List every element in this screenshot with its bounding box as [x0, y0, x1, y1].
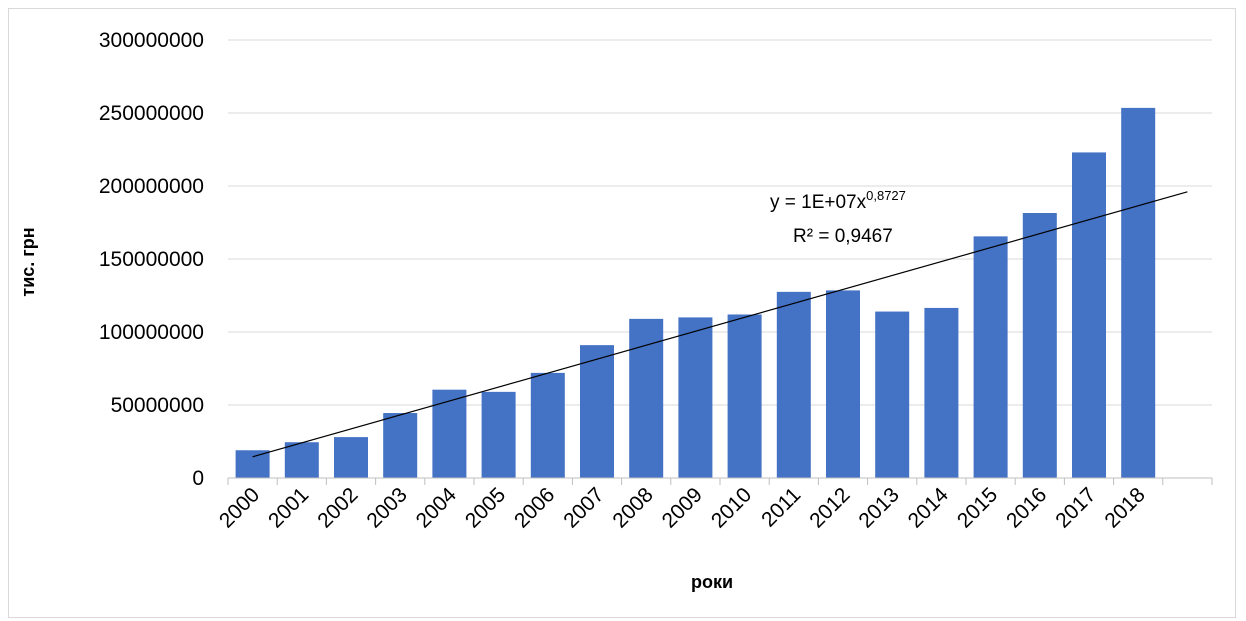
bar-2004: [432, 389, 467, 478]
y-tick-label: 300000000: [99, 29, 204, 52]
x-tick-label: 2012: [805, 483, 854, 532]
y-tick-label: 0: [192, 467, 204, 490]
y-tick-label: 150000000: [99, 248, 204, 271]
bar-2001: [284, 442, 319, 478]
x-tick-label: 2004: [412, 483, 462, 533]
y-tick-label: 200000000: [99, 175, 204, 198]
x-tick-label: 2014: [904, 483, 954, 533]
bar-2002: [334, 437, 368, 478]
x-tick-label: 2013: [854, 483, 903, 532]
bar-2000: [235, 450, 270, 478]
bar-2018: [1121, 107, 1156, 478]
bar-2015: [973, 236, 1008, 478]
bars-group: [235, 107, 1156, 479]
x-tick-label: 2003: [362, 483, 411, 532]
bar-2016: [1022, 213, 1057, 478]
bar-2017: [1072, 152, 1106, 479]
y-axis-title: тис. грн: [18, 227, 38, 296]
y-tick-labels: 0 50000000 100000000 150000000 200000000 2500…: [99, 29, 204, 490]
bar-2005: [481, 391, 516, 478]
bar-2006: [530, 372, 565, 478]
x-tick-label: 2018: [1100, 483, 1149, 532]
bar-2003: [383, 413, 418, 478]
x-axis-title: роки: [691, 572, 733, 592]
bar-2012: [826, 290, 860, 478]
bar-2013: [875, 311, 910, 478]
trendline-r-squared: R² = 0,9467: [793, 226, 893, 247]
x-tick-label: 2011: [757, 483, 805, 531]
bar-2009: [678, 317, 713, 478]
x-tick-label: 2015: [953, 483, 1002, 532]
x-tick-label: 2007: [559, 483, 608, 532]
trendline-equation: y = 1E+07x0,8727: [770, 188, 906, 213]
x-tick-label: 2001: [264, 483, 313, 532]
bar-2008: [629, 318, 664, 478]
y-tick-label: 100000000: [99, 321, 204, 344]
x-tick-label: 2006: [510, 483, 559, 532]
y-tick-label: 50000000: [111, 394, 204, 417]
bar-2010: [727, 314, 762, 478]
x-tick-label: 2009: [658, 483, 707, 532]
x-tick-label: 2008: [608, 483, 657, 532]
bar-2014: [924, 307, 959, 478]
x-tick-label: 2005: [461, 483, 510, 532]
bar-2011: [776, 291, 811, 478]
x-tick-label: 2016: [1002, 483, 1051, 532]
x-tick-label: 2000: [215, 483, 264, 532]
bar-2007: [580, 345, 614, 478]
x-tick-labels: 2000 2001 2002 2003 2004 2005 2006 2007 2008 2009…: [215, 483, 1150, 533]
x-tick-label: 2017: [1051, 483, 1100, 532]
trendline: [252, 191, 1188, 458]
x-tick-label: 2002: [313, 483, 362, 532]
y-tick-label: 250000000: [99, 102, 204, 125]
gridlines: [227, 39, 1213, 485]
x-tick-label: 2010: [707, 483, 756, 532]
